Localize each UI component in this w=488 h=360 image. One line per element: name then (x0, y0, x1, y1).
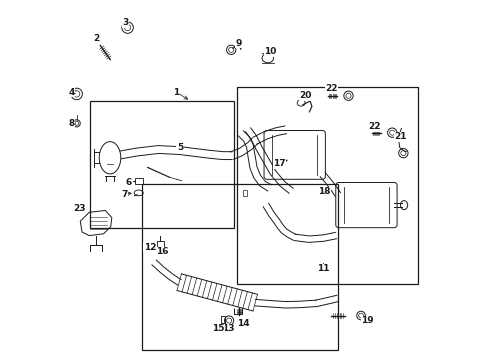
Text: 8: 8 (68, 119, 75, 128)
Bar (221, 316, 224, 323)
Bar (237, 87, 418, 284)
Bar (156, 241, 163, 250)
Text: 7: 7 (122, 190, 128, 199)
Bar (135, 178, 142, 184)
Text: 3: 3 (122, 18, 128, 27)
Text: 18: 18 (317, 187, 330, 196)
Text: 4: 4 (68, 87, 75, 96)
Text: 16: 16 (156, 247, 169, 256)
Text: 9: 9 (235, 39, 242, 48)
Text: 19: 19 (361, 316, 373, 325)
Text: 13: 13 (221, 324, 234, 333)
Text: 10: 10 (264, 47, 276, 56)
Text: 21: 21 (393, 132, 406, 141)
Bar (142, 184, 337, 350)
Text: 22: 22 (367, 122, 380, 131)
Text: 22: 22 (325, 84, 337, 93)
Text: 5: 5 (177, 143, 183, 152)
Text: 23: 23 (73, 204, 85, 213)
Bar (243, 190, 247, 196)
Bar (89, 101, 233, 228)
Text: 1: 1 (173, 87, 179, 96)
Text: 2: 2 (93, 34, 100, 43)
Text: 20: 20 (299, 91, 311, 100)
Text: 14: 14 (237, 319, 249, 328)
Text: 15: 15 (212, 324, 224, 333)
Text: 17: 17 (273, 159, 285, 168)
Text: 11: 11 (317, 265, 329, 274)
Text: 12: 12 (143, 243, 156, 252)
Text: 6: 6 (125, 177, 132, 186)
